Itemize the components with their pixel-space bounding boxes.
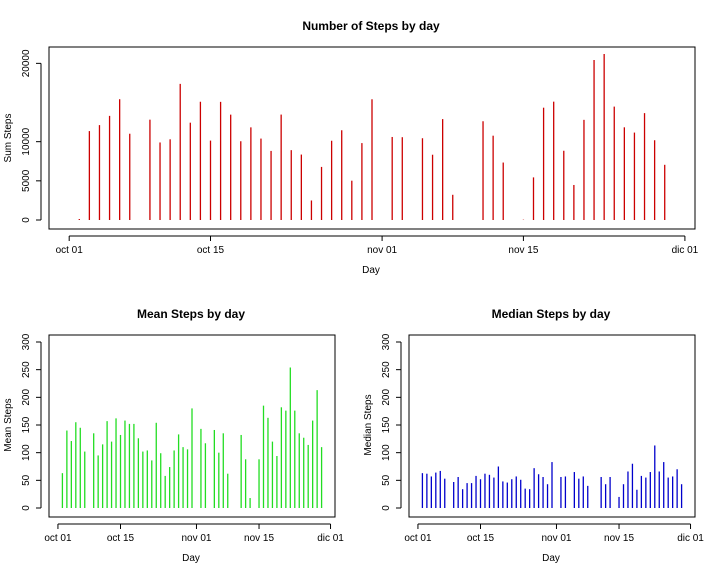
y-tick-label: 150 xyxy=(21,416,32,433)
steps-sum-chart: Number of Steps by day Day Sum Steps oct… xyxy=(0,0,720,288)
y-tick-label: 250 xyxy=(21,361,32,378)
y-tick-label: 250 xyxy=(381,361,392,378)
y-tick-label: 50 xyxy=(381,474,392,486)
plot-frame xyxy=(48,334,336,518)
chart-title: Number of Steps by day xyxy=(302,19,440,33)
y-tick-label: 300 xyxy=(381,333,392,350)
x-tick-label: nov 01 xyxy=(367,245,397,256)
y-tick-label: 200 xyxy=(381,389,392,406)
x-tick-label: nov 15 xyxy=(604,533,634,544)
x-axis-label: Day xyxy=(362,265,380,276)
y-axis-label: Median Steps xyxy=(363,394,374,455)
x-tick-label: dic 01 xyxy=(317,533,344,544)
y-tick-label: 200 xyxy=(21,389,32,406)
x-axis-label: Day xyxy=(182,553,200,564)
y-axis-label: Mean Steps xyxy=(3,398,14,451)
plot-frame xyxy=(48,46,696,230)
x-tick-label: nov 01 xyxy=(541,533,571,544)
y-axis-label: Sum Steps xyxy=(3,114,14,163)
chart-title: Mean Steps by day xyxy=(137,307,245,321)
steps-mean-chart: Mean Steps by day Day Mean Steps oct 01 o… xyxy=(0,288,360,576)
x-tick-label: oct 01 xyxy=(44,533,72,544)
y-tick-label: 10000 xyxy=(21,127,32,155)
y-tick-label: 50 xyxy=(21,474,32,486)
plot-frame xyxy=(408,334,696,518)
y-tick-label: 0 xyxy=(21,217,32,223)
chart-title: Median Steps by day xyxy=(492,307,611,321)
x-tick-label: oct 01 xyxy=(404,533,432,544)
x-tick-label: oct 15 xyxy=(467,533,495,544)
y-tick-label: 5000 xyxy=(21,169,32,192)
y-tick-label: 300 xyxy=(21,333,32,350)
steps-mean-chart-svg: Mean Steps by day Day Mean Steps oct 01 o… xyxy=(3,307,344,564)
x-tick-label: nov 15 xyxy=(508,245,538,256)
x-tick-label: nov 01 xyxy=(181,533,211,544)
x-tick-label: oct 01 xyxy=(56,245,84,256)
x-tick-label: oct 15 xyxy=(107,533,135,544)
y-tick-label: 0 xyxy=(21,505,32,511)
x-axis-label: Day xyxy=(542,553,560,564)
x-tick-label: oct 15 xyxy=(197,245,225,256)
steps-median-chart: Median Steps by day Day Median Steps oct… xyxy=(360,288,720,576)
y-tick-label: 100 xyxy=(21,444,32,461)
x-tick-label: dic 01 xyxy=(677,533,704,544)
y-tick-label: 20000 xyxy=(21,49,32,77)
x-tick-label: dic 01 xyxy=(672,245,699,256)
y-tick-label: 100 xyxy=(381,444,392,461)
y-tick-label: 150 xyxy=(381,416,392,433)
x-tick-label: nov 15 xyxy=(244,533,274,544)
steps-sum-chart-svg: Number of Steps by day Day Sum Steps oct… xyxy=(3,19,699,276)
y-tick-label: 0 xyxy=(381,505,392,511)
steps-median-chart-svg: Median Steps by day Day Median Steps oct… xyxy=(363,307,704,564)
